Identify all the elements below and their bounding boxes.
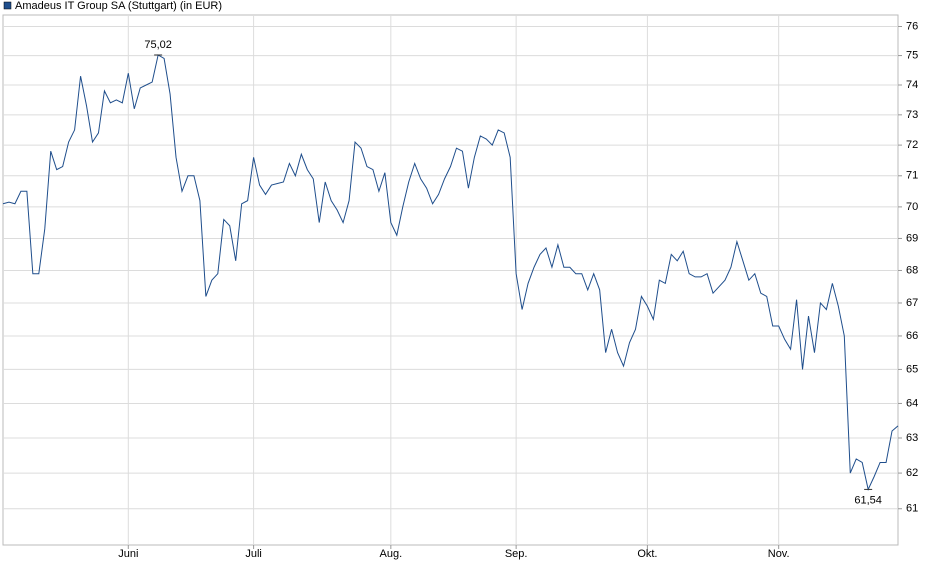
y-tick-label: 64 (906, 397, 918, 409)
x-tick-label: Nov. (768, 548, 790, 560)
y-tick-label: 63 (906, 432, 918, 444)
legend-swatch (3, 1, 12, 10)
y-tick-label: 65 (906, 363, 918, 375)
y-tick-label: 76 (906, 20, 918, 32)
price-line (2, 54, 899, 491)
y-tick-label: 66 (906, 330, 918, 342)
y-tick-label: 70 (906, 201, 918, 213)
x-tick-label: Okt. (637, 548, 657, 560)
y-tick-label: 73 (906, 109, 918, 121)
plot-frame (2, 14, 899, 546)
y-tick-label: 62 (906, 467, 918, 479)
x-tick-label: Aug. (380, 548, 403, 560)
y-tick-label: 67 (906, 297, 918, 309)
extreme-label: 75,02 (144, 39, 172, 51)
y-tick-label: 69 (906, 232, 918, 244)
x-tick-label: Sep. (505, 548, 528, 560)
y-tick-label: 71 (906, 170, 918, 182)
y-tick-label: 74 (906, 79, 918, 91)
y-tick-label: 68 (906, 264, 918, 276)
chart-title: Amadeus IT Group SA (Stuttgart) (in EUR) (15, 0, 222, 12)
y-tick-label: 72 (906, 139, 918, 151)
x-tick-label: Juli (245, 548, 262, 560)
y-tick-label: 61 (906, 503, 918, 515)
extreme-label: 61,54 (854, 494, 882, 506)
y-tick-label: 75 (906, 49, 918, 61)
x-tick-label: Juni (118, 548, 138, 560)
